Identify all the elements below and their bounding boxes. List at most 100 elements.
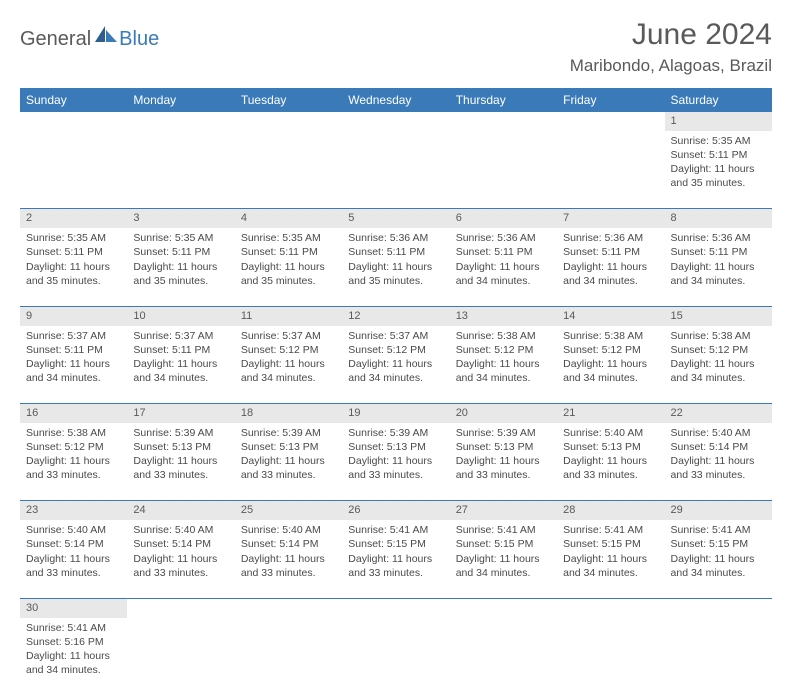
- sunrise-text: Sunrise: 5:40 AM: [133, 523, 228, 537]
- sunrise-text: Sunrise: 5:39 AM: [241, 426, 336, 440]
- weekday-header-row: Sunday Monday Tuesday Wednesday Thursday…: [20, 88, 772, 112]
- weekday-header: Sunday: [20, 88, 127, 112]
- daylight-text: Daylight: 11 hours and 34 minutes.: [563, 260, 658, 288]
- daynum-row: 2345678: [20, 209, 772, 228]
- sunrise-text: Sunrise: 5:39 AM: [348, 426, 443, 440]
- day-cell: Sunrise: 5:40 AMSunset: 5:13 PMDaylight:…: [557, 423, 664, 501]
- sunset-text: Sunset: 5:12 PM: [456, 343, 551, 357]
- day-number: 10: [127, 306, 234, 325]
- day-cell: Sunrise: 5:38 AMSunset: 5:12 PMDaylight:…: [20, 423, 127, 501]
- sunrise-text: Sunrise: 5:36 AM: [563, 231, 658, 245]
- daylight-text: Daylight: 11 hours and 34 minutes.: [348, 357, 443, 385]
- day-number: 15: [665, 306, 772, 325]
- day-number: [450, 598, 557, 617]
- logo-text-blue: Blue: [119, 28, 159, 51]
- day-cell: Sunrise: 5:35 AMSunset: 5:11 PMDaylight:…: [235, 228, 342, 306]
- day-cell: Sunrise: 5:36 AMSunset: 5:11 PMDaylight:…: [665, 228, 772, 306]
- day-number: 12: [342, 306, 449, 325]
- day-cell: Sunrise: 5:41 AMSunset: 5:16 PMDaylight:…: [20, 618, 127, 696]
- sunset-text: Sunset: 5:13 PM: [348, 440, 443, 454]
- day-number: 7: [557, 209, 664, 228]
- day-cell: [557, 618, 664, 696]
- weekday-header: Saturday: [665, 88, 772, 112]
- daylight-text: Daylight: 11 hours and 35 minutes.: [671, 162, 766, 190]
- day-number: [127, 598, 234, 617]
- weekday-header: Tuesday: [235, 88, 342, 112]
- sunset-text: Sunset: 5:11 PM: [456, 245, 551, 259]
- day-number: 30: [20, 598, 127, 617]
- sunrise-text: Sunrise: 5:41 AM: [563, 523, 658, 537]
- daylight-text: Daylight: 11 hours and 33 minutes.: [348, 454, 443, 482]
- sunset-text: Sunset: 5:11 PM: [671, 148, 766, 162]
- day-number: 1: [665, 112, 772, 131]
- daynum-row: 1: [20, 112, 772, 131]
- sunrise-text: Sunrise: 5:40 AM: [241, 523, 336, 537]
- sunset-text: Sunset: 5:12 PM: [563, 343, 658, 357]
- sunrise-text: Sunrise: 5:41 AM: [671, 523, 766, 537]
- day-cell: Sunrise: 5:38 AMSunset: 5:12 PMDaylight:…: [557, 326, 664, 404]
- daylight-text: Daylight: 11 hours and 35 minutes.: [241, 260, 336, 288]
- daylight-text: Daylight: 11 hours and 35 minutes.: [133, 260, 228, 288]
- day-content-row: Sunrise: 5:35 AMSunset: 5:11 PMDaylight:…: [20, 228, 772, 306]
- header: General Blue June 2024 Maribondo, Alagoa…: [20, 18, 772, 76]
- sunrise-text: Sunrise: 5:38 AM: [26, 426, 121, 440]
- sunset-text: Sunset: 5:14 PM: [671, 440, 766, 454]
- daylight-text: Daylight: 11 hours and 34 minutes.: [133, 357, 228, 385]
- day-cell: Sunrise: 5:36 AMSunset: 5:11 PMDaylight:…: [557, 228, 664, 306]
- day-number: [665, 598, 772, 617]
- day-number: 17: [127, 404, 234, 423]
- daylight-text: Daylight: 11 hours and 33 minutes.: [133, 552, 228, 580]
- day-cell: [20, 131, 127, 209]
- sunrise-text: Sunrise: 5:37 AM: [348, 329, 443, 343]
- sunset-text: Sunset: 5:11 PM: [241, 245, 336, 259]
- sunset-text: Sunset: 5:11 PM: [133, 343, 228, 357]
- day-cell: Sunrise: 5:41 AMSunset: 5:15 PMDaylight:…: [342, 520, 449, 598]
- day-cell: Sunrise: 5:35 AMSunset: 5:11 PMDaylight:…: [20, 228, 127, 306]
- sunset-text: Sunset: 5:15 PM: [671, 537, 766, 551]
- title-block: June 2024 Maribondo, Alagoas, Brazil: [570, 18, 772, 76]
- sunrise-text: Sunrise: 5:36 AM: [671, 231, 766, 245]
- daynum-row: 30: [20, 598, 772, 617]
- sunset-text: Sunset: 5:12 PM: [26, 440, 121, 454]
- day-number: 23: [20, 501, 127, 520]
- day-cell: Sunrise: 5:39 AMSunset: 5:13 PMDaylight:…: [127, 423, 234, 501]
- day-cell: Sunrise: 5:36 AMSunset: 5:11 PMDaylight:…: [342, 228, 449, 306]
- sunrise-text: Sunrise: 5:40 AM: [26, 523, 121, 537]
- sunrise-text: Sunrise: 5:36 AM: [348, 231, 443, 245]
- calendar: Sunday Monday Tuesday Wednesday Thursday…: [20, 88, 772, 696]
- day-number: 29: [665, 501, 772, 520]
- day-cell: Sunrise: 5:37 AMSunset: 5:12 PMDaylight:…: [342, 326, 449, 404]
- weekday-header: Thursday: [450, 88, 557, 112]
- day-number: 20: [450, 404, 557, 423]
- day-cell: Sunrise: 5:39 AMSunset: 5:13 PMDaylight:…: [235, 423, 342, 501]
- day-number: 25: [235, 501, 342, 520]
- day-number: 16: [20, 404, 127, 423]
- day-cell: [127, 131, 234, 209]
- day-cell: [342, 131, 449, 209]
- day-number: 6: [450, 209, 557, 228]
- sunset-text: Sunset: 5:15 PM: [348, 537, 443, 551]
- day-cell: Sunrise: 5:37 AMSunset: 5:12 PMDaylight:…: [235, 326, 342, 404]
- day-content-row: Sunrise: 5:37 AMSunset: 5:11 PMDaylight:…: [20, 326, 772, 404]
- daylight-text: Daylight: 11 hours and 33 minutes.: [26, 454, 121, 482]
- day-cell: Sunrise: 5:36 AMSunset: 5:11 PMDaylight:…: [450, 228, 557, 306]
- day-number: 21: [557, 404, 664, 423]
- sunrise-text: Sunrise: 5:37 AM: [26, 329, 121, 343]
- day-cell: Sunrise: 5:35 AMSunset: 5:11 PMDaylight:…: [665, 131, 772, 209]
- sunrise-text: Sunrise: 5:41 AM: [456, 523, 551, 537]
- daynum-row: 23242526272829: [20, 501, 772, 520]
- daylight-text: Daylight: 11 hours and 34 minutes.: [26, 649, 121, 677]
- day-cell: [342, 618, 449, 696]
- sunrise-text: Sunrise: 5:36 AM: [456, 231, 551, 245]
- day-cell: Sunrise: 5:39 AMSunset: 5:13 PMDaylight:…: [450, 423, 557, 501]
- day-content-row: Sunrise: 5:41 AMSunset: 5:16 PMDaylight:…: [20, 618, 772, 696]
- sunrise-text: Sunrise: 5:35 AM: [671, 134, 766, 148]
- sunset-text: Sunset: 5:14 PM: [26, 537, 121, 551]
- sunset-text: Sunset: 5:14 PM: [133, 537, 228, 551]
- daylight-text: Daylight: 11 hours and 34 minutes.: [456, 357, 551, 385]
- daylight-text: Daylight: 11 hours and 33 minutes.: [133, 454, 228, 482]
- sunset-text: Sunset: 5:16 PM: [26, 635, 121, 649]
- day-cell: Sunrise: 5:40 AMSunset: 5:14 PMDaylight:…: [665, 423, 772, 501]
- day-cell: Sunrise: 5:41 AMSunset: 5:15 PMDaylight:…: [665, 520, 772, 598]
- day-number: [235, 598, 342, 617]
